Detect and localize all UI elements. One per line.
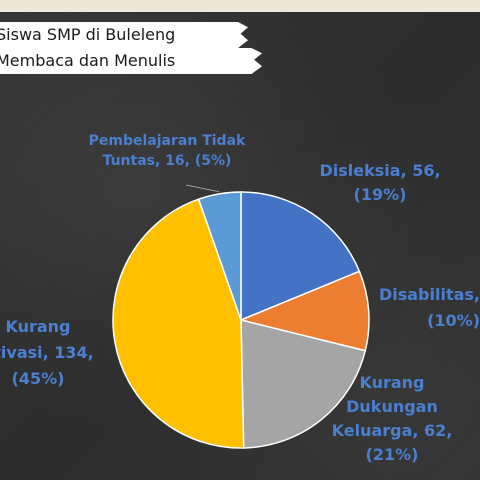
leader-line: [185, 184, 220, 193]
slice-label-line: (45%): [12, 369, 65, 388]
slice-label-line: (10%): [427, 311, 480, 330]
slice-label-line: Kurang: [359, 373, 424, 392]
slice-label-line: Pembelajaran Tidak: [89, 133, 246, 149]
slice-label-line: (21%): [366, 445, 419, 464]
slice-label-line: Disleksia, 56,: [319, 161, 440, 180]
title-line-1: Siswa SMP di Buleleng: [0, 25, 176, 44]
pie-labels: Disleksia, 56, (19%) Disabilitas, (10%) Kura…: [0, 133, 480, 464]
slice-label-disabilitas: Disabilitas, (10%): [379, 285, 480, 330]
slice-label-disleksia: Disleksia, 56, (19%): [319, 161, 440, 204]
slice-label-line: (19%): [354, 185, 407, 204]
slice-label-line: Keluarga, 62,: [332, 421, 453, 440]
pie-slice-disabilitas: [238, 270, 370, 352]
pie-slice-pembelajaran-tidak-tuntas: [197, 191, 242, 321]
title-line-2: Membaca dan Menulis: [0, 51, 176, 70]
top-border-strip: [0, 0, 480, 12]
pie-slice-kurang-motivasi: [112, 198, 245, 449]
slice-label-line: Tuntas, 16, (5%): [103, 153, 232, 169]
pie-slices: [112, 191, 370, 449]
slice-label-line: otivasi, 134,: [0, 343, 94, 362]
slice-label-kurang-dukungan-keluarga: Kurang Dukungan Keluarga, 62, (21%): [332, 373, 453, 464]
pie-slice-disleksia: [240, 191, 361, 322]
slice-label-line: Disabilitas,: [379, 285, 480, 304]
title-banner-2: [0, 48, 262, 74]
title-banner-1: [0, 22, 248, 48]
slice-label-line: Kurang: [5, 317, 70, 336]
slice-label-kurang-motivasi: Kurang otivasi, 134, (45%): [0, 317, 94, 388]
slice-label-line: Dukungan: [346, 397, 438, 416]
pie-slice-kurang-dukungan-keluarga: [240, 319, 367, 449]
slice-label-pembelajaran-tidak-tuntas: Pembelajaran Tidak Tuntas, 16, (5%): [89, 133, 246, 169]
